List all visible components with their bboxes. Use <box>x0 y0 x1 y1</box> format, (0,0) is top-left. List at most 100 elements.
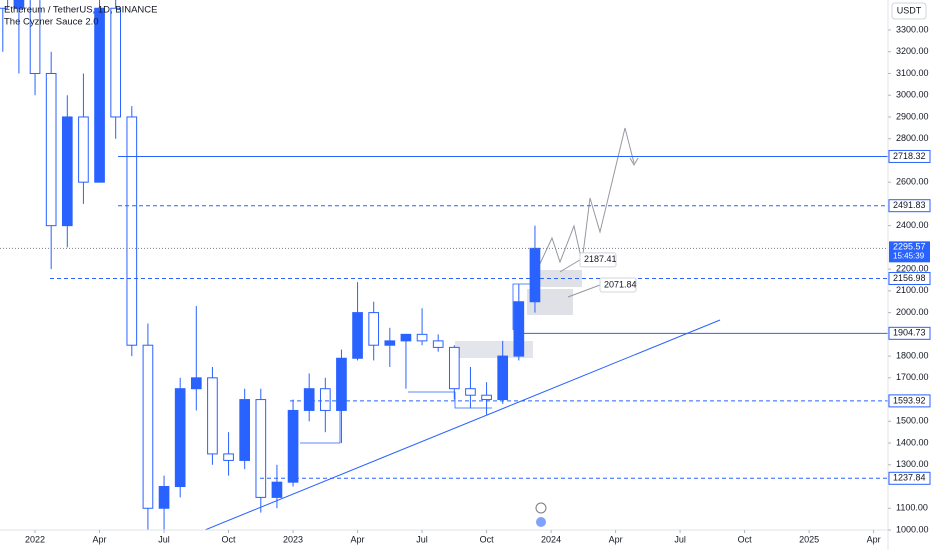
x-tick-label: 2025 <box>799 534 819 544</box>
annotation-pointer <box>559 259 581 273</box>
candle-body <box>529 247 541 303</box>
candle-body <box>432 340 444 348</box>
annotation-pointer <box>567 284 601 298</box>
candle-body <box>416 333 428 342</box>
candle-body <box>45 72 57 227</box>
level-label-box <box>888 199 931 213</box>
candle-body <box>287 409 299 483</box>
countdown: 15:45:39 <box>893 251 925 260</box>
candle-body <box>336 357 347 411</box>
candle-body <box>174 388 186 488</box>
candle-body <box>158 486 170 509</box>
y-tick-label: 1400.00 <box>896 437 929 447</box>
candle-body <box>465 388 476 396</box>
trend-line <box>203 319 721 530</box>
candle-body <box>497 355 509 401</box>
candle-body <box>271 481 283 498</box>
candle-body <box>400 333 412 342</box>
candle-body <box>481 394 492 401</box>
annotation-box <box>579 252 617 268</box>
candle-body <box>13 0 25 9</box>
candle-body <box>255 399 267 498</box>
x-tick-label: 2022 <box>25 534 45 544</box>
x-tick-label: Apr <box>351 534 365 544</box>
x-tick-label: Oct <box>480 534 495 544</box>
y-tick-label: 3300.00 <box>896 24 929 34</box>
level-label: 2718.32 <box>893 151 926 161</box>
x-tick-label: Jul <box>158 534 170 544</box>
y-tick-label: 1500.00 <box>896 416 929 426</box>
indicator-name: The Cyzner Sauce 2.0 <box>4 17 99 28</box>
event-icon[interactable] <box>536 517 546 527</box>
y-tick-label: 2100.00 <box>896 285 929 295</box>
y-tick-label: 1800.00 <box>896 350 929 360</box>
candle-body <box>223 453 234 461</box>
level-label-box <box>888 271 931 285</box>
y-tick-label: 2900.00 <box>896 111 929 121</box>
level-label-box <box>888 326 931 340</box>
currency[interactable]: USDT <box>897 5 922 15</box>
x-tick-label: Oct <box>738 534 753 544</box>
candle-body <box>94 7 105 183</box>
candle-body <box>207 377 218 455</box>
x-tick-label: Jul <box>674 534 686 544</box>
candle-body <box>368 312 380 346</box>
x-tick-label: Jul <box>416 534 428 544</box>
level-label-box <box>888 149 931 163</box>
x-tick-label: Apr <box>93 534 107 544</box>
x-tick-label: Apr <box>867 534 881 544</box>
x-tick-label: Apr <box>609 534 623 544</box>
plot-area <box>0 0 888 530</box>
candle-body <box>384 340 396 346</box>
y-tick-label: 1100.00 <box>896 503 928 513</box>
candle-body <box>0 0 9 9</box>
level-label: 2491.83 <box>893 200 926 210</box>
level-label: 1593.92 <box>893 395 926 405</box>
x-tick-label: 2024 <box>541 534 561 544</box>
event-icon[interactable] <box>535 502 547 514</box>
candle-body <box>448 346 460 390</box>
level-label: 1904.73 <box>893 328 926 338</box>
candle-body <box>78 116 89 183</box>
candle-body <box>61 116 73 227</box>
candle-body <box>239 399 251 461</box>
candle-body <box>142 344 154 509</box>
current-price: 2295.57 <box>893 242 926 252</box>
candle-body <box>110 7 122 118</box>
y-tick-label: 2000.00 <box>896 307 929 317</box>
currency-button[interactable] <box>891 2 927 20</box>
y-tick-label: 3000.00 <box>896 90 929 100</box>
y-tick-label: 2800.00 <box>896 133 929 143</box>
candle-body <box>513 301 525 357</box>
y-tick-label: 1300.00 <box>896 459 929 469</box>
level-label: 2156.98 <box>893 273 926 283</box>
y-tick-label: 3200.00 <box>896 46 929 56</box>
candle-body <box>352 312 363 359</box>
y-tick-label: 2600.00 <box>896 177 929 187</box>
candle-body <box>190 377 202 390</box>
x-tick-label: Oct <box>222 534 237 544</box>
y-tick-label: 1000.00 <box>896 524 929 534</box>
level-label: 1237.84 <box>893 473 926 483</box>
annotation-label: 2187.41 <box>584 254 617 264</box>
y-tick-label: 1700.00 <box>896 372 929 382</box>
candle-body <box>319 388 331 411</box>
range-box <box>408 391 492 409</box>
y-tick-label: 3100.00 <box>896 68 929 78</box>
level-label-box <box>888 471 931 485</box>
annotation-label: 2071.84 <box>604 279 637 289</box>
level-label-box <box>888 394 931 408</box>
y-tick-label: 2200.00 <box>896 264 929 274</box>
candle-body <box>303 388 315 411</box>
symbol-title: Ethereum / TetherUS, 1D, BINANCE <box>4 5 157 16</box>
candle-body <box>126 116 138 346</box>
current-price-box <box>889 241 930 263</box>
annotation-box <box>599 277 637 293</box>
projection-arrow <box>629 157 639 167</box>
x-tick-label: 2023 <box>283 534 303 544</box>
range-box <box>300 400 341 444</box>
y-tick-label: 2400.00 <box>896 220 929 230</box>
candle-body <box>29 0 41 74</box>
